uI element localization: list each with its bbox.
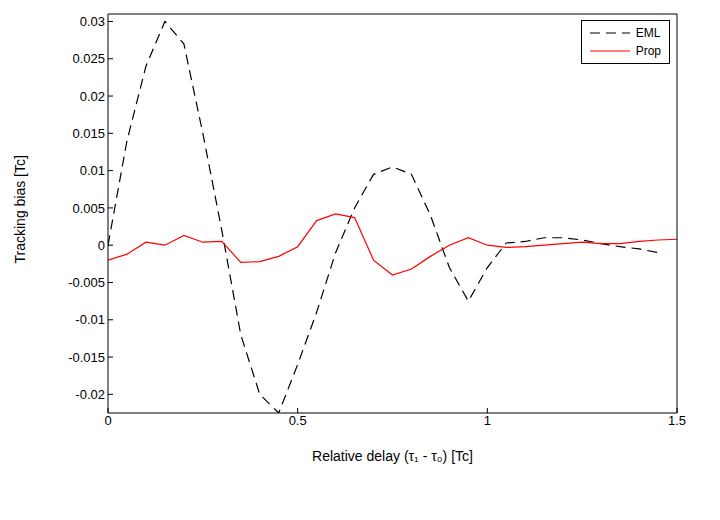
svg-text:0: 0 bbox=[104, 413, 111, 428]
svg-text:0.03: 0.03 bbox=[80, 14, 105, 29]
svg-text:-0.02: -0.02 bbox=[75, 387, 105, 402]
svg-text:0.025: 0.025 bbox=[72, 51, 105, 66]
svg-text:0.02: 0.02 bbox=[80, 89, 105, 104]
svg-text:Tracking bias [Tc]: Tracking bias [Tc] bbox=[12, 155, 28, 263]
svg-text:0.01: 0.01 bbox=[80, 163, 105, 178]
html-text:Prop: Prop bbox=[635, 44, 661, 58]
svg-text:-0.015: -0.015 bbox=[68, 350, 105, 365]
svg-text:Relative delay (τ₁ - τ₀) [Tc]: Relative delay (τ₁ - τ₀) [Tc] bbox=[312, 448, 473, 464]
svg-text:0: 0 bbox=[98, 238, 105, 253]
svg-text:1: 1 bbox=[484, 413, 491, 428]
svg-text:0.5: 0.5 bbox=[289, 413, 307, 428]
svg-text:-0.005: -0.005 bbox=[68, 275, 105, 290]
svg-text:0.005: 0.005 bbox=[72, 201, 105, 216]
html-text:EML: EML bbox=[635, 26, 661, 40]
svg-text:-0.01: -0.01 bbox=[75, 312, 105, 327]
svg-text:1.5: 1.5 bbox=[668, 413, 686, 428]
svg-text:0.015: 0.015 bbox=[72, 126, 105, 141]
